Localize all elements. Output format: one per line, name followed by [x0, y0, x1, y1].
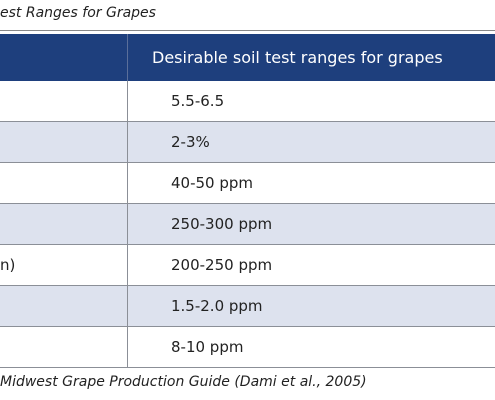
column-separator — [127, 327, 128, 367]
table-row: 1.5-2.0 ppm — [0, 286, 495, 327]
range-value: 8-10 ppm — [171, 338, 244, 356]
title-rule — [0, 30, 495, 31]
column-separator — [127, 34, 128, 81]
table-source: Midwest Grape Production Guide (Dami et … — [0, 374, 367, 390]
header-text: Desirable soil test ranges for grapes — [152, 48, 443, 67]
table-title: est Ranges for Grapes — [0, 5, 156, 21]
table-row: 2-3% — [0, 122, 495, 163]
column-separator — [127, 245, 128, 285]
table-row: n) 200-250 ppm — [0, 245, 495, 286]
range-value: 200-250 ppm — [171, 256, 273, 274]
column-separator — [127, 163, 128, 203]
column-separator — [127, 204, 128, 244]
range-value: 250-300 ppm — [171, 215, 273, 233]
column-separator — [127, 286, 128, 326]
range-value: 5.5-6.5 — [171, 92, 225, 110]
range-value: 40-50 ppm — [171, 174, 254, 192]
column-separator — [127, 81, 128, 121]
table-row: 250-300 ppm — [0, 204, 495, 245]
row-label: n) — [0, 256, 16, 274]
column-separator — [127, 122, 128, 162]
table-row: 5.5-6.5 — [0, 81, 495, 122]
range-value: 2-3% — [171, 133, 210, 151]
range-value: 1.5-2.0 ppm — [171, 297, 263, 315]
table-header: Desirable soil test ranges for grapes — [0, 34, 495, 81]
table-row: 40-50 ppm — [0, 163, 495, 204]
table-row: 8-10 ppm — [0, 327, 495, 368]
